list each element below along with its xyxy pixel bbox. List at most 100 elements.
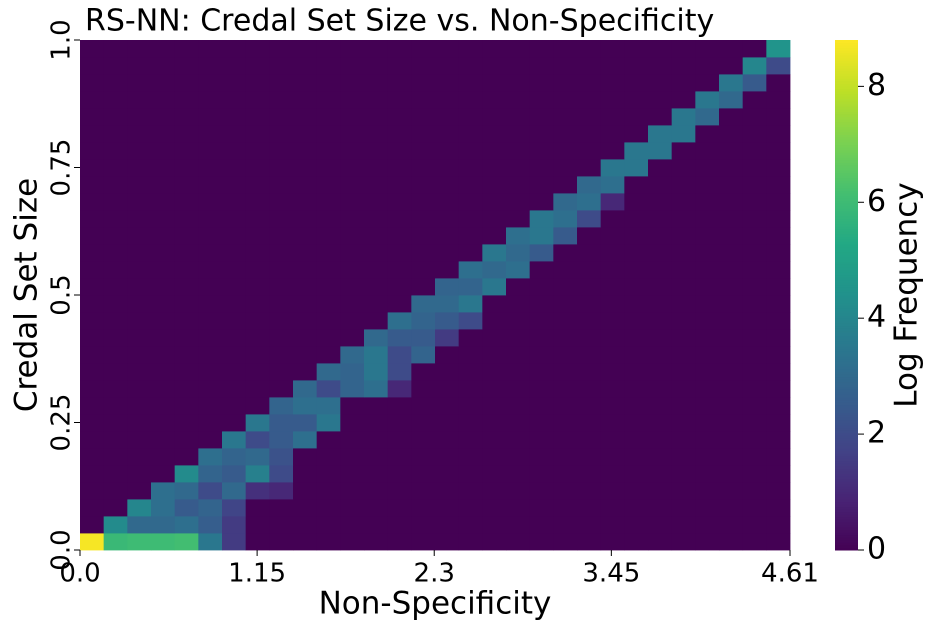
heatmap-cell (553, 448, 578, 466)
heatmap-cell (316, 295, 341, 313)
colorbar-segment (835, 289, 858, 293)
heatmap-cell (648, 380, 673, 398)
heatmap-cell (695, 40, 720, 58)
heatmap-cell (624, 516, 649, 534)
colorbar-segment (835, 259, 858, 263)
heatmap-cell (127, 380, 152, 398)
heatmap-cell (103, 397, 128, 415)
heatmap-cell (245, 91, 270, 109)
heatmap-cell (222, 346, 247, 364)
heatmap-cell (766, 278, 791, 296)
heatmap-cell (553, 295, 578, 313)
heatmap-cell (553, 278, 578, 296)
colorbar-segment (835, 404, 858, 408)
heatmap-cell (316, 431, 341, 449)
heatmap-cell (316, 482, 341, 500)
heatmap-cell (719, 499, 744, 517)
heatmap-cell (269, 380, 294, 398)
colorbar-segment (835, 111, 858, 115)
heatmap-cell (719, 91, 744, 109)
heatmap-cell (316, 142, 341, 160)
heatmap-cell (506, 176, 531, 194)
colorbar-segment (835, 45, 858, 49)
heatmap-cell (222, 397, 247, 415)
heatmap-cell (648, 57, 673, 75)
heatmap-cell (553, 91, 578, 109)
heatmap-cell (577, 40, 602, 58)
heatmap-cell (506, 329, 531, 347)
heatmap-cell (742, 278, 767, 296)
heatmap-cell (648, 397, 673, 415)
heatmap-cell (553, 465, 578, 483)
colorbar-segment (835, 47, 858, 51)
colorbar-segment (835, 509, 858, 513)
colorbar-segment (835, 496, 858, 500)
heatmap-cell (577, 142, 602, 160)
colorbar-segment (835, 422, 858, 426)
heatmap-cell (742, 329, 767, 347)
heatmap-cell (387, 482, 412, 500)
heatmap-cell (577, 295, 602, 313)
colorbar-segment (835, 504, 858, 508)
heatmap-cell (553, 227, 578, 245)
colorbar-segment (835, 419, 858, 423)
heatmap-cell (198, 125, 223, 143)
heatmap-cell (293, 261, 318, 279)
heatmap-cell (577, 244, 602, 262)
heatmap-cell (293, 499, 318, 517)
colorbar-segment (835, 315, 858, 319)
heatmap-cell (695, 278, 720, 296)
heatmap-cell (506, 142, 531, 160)
heatmap-cell (624, 431, 649, 449)
heatmap-cell (411, 329, 436, 347)
heatmap-cell (316, 227, 341, 245)
heatmap-cell (695, 516, 720, 534)
colorbar-segment (835, 399, 858, 403)
heatmap-cell (482, 397, 507, 415)
colorbar-segment (835, 106, 858, 110)
heatmap-cell (364, 108, 389, 126)
heatmap-cell (387, 74, 412, 92)
heatmap-cell (671, 227, 696, 245)
heatmap-cell (293, 278, 318, 296)
heatmap-cell (174, 329, 199, 347)
heatmap-cell (387, 431, 412, 449)
heatmap-cell (340, 244, 365, 262)
heatmap-cell (529, 465, 554, 483)
heatmap-cell (719, 142, 744, 160)
heatmap-cell (364, 363, 389, 381)
heatmap-cell (198, 193, 223, 211)
heatmap-cell (506, 108, 531, 126)
colorbar-segment (835, 65, 858, 69)
heatmap-cell (174, 142, 199, 160)
heatmap-cell (671, 346, 696, 364)
heatmap-cell (624, 312, 649, 330)
heatmap-cell (293, 516, 318, 534)
heatmap-cell (364, 244, 389, 262)
heatmap-cell (222, 142, 247, 160)
heatmap-cell (151, 74, 176, 92)
colorbar-segment (835, 425, 858, 429)
heatmap-cell (293, 40, 318, 58)
heatmap-cell (411, 193, 436, 211)
heatmap-cell (529, 295, 554, 313)
heatmap-cell (198, 142, 223, 160)
colorbar-segment (835, 251, 858, 255)
heatmap-cell (80, 244, 105, 262)
heatmap-cell (127, 312, 152, 330)
heatmap-cell (293, 74, 318, 92)
heatmap-cell (458, 431, 483, 449)
colorbar-segment (835, 312, 858, 316)
heatmap-cell (435, 448, 460, 466)
heatmap-cell (553, 431, 578, 449)
heatmap-cell (174, 91, 199, 109)
heatmap-cell (245, 363, 270, 381)
heatmap-cell (482, 40, 507, 58)
heatmap-cell (245, 397, 270, 415)
heatmap-cell (293, 397, 318, 415)
heatmap-cell (600, 380, 625, 398)
heatmap-cell (648, 414, 673, 432)
colorbar-segment (835, 70, 858, 74)
heatmap-cell (766, 397, 791, 415)
heatmap-cell (577, 516, 602, 534)
